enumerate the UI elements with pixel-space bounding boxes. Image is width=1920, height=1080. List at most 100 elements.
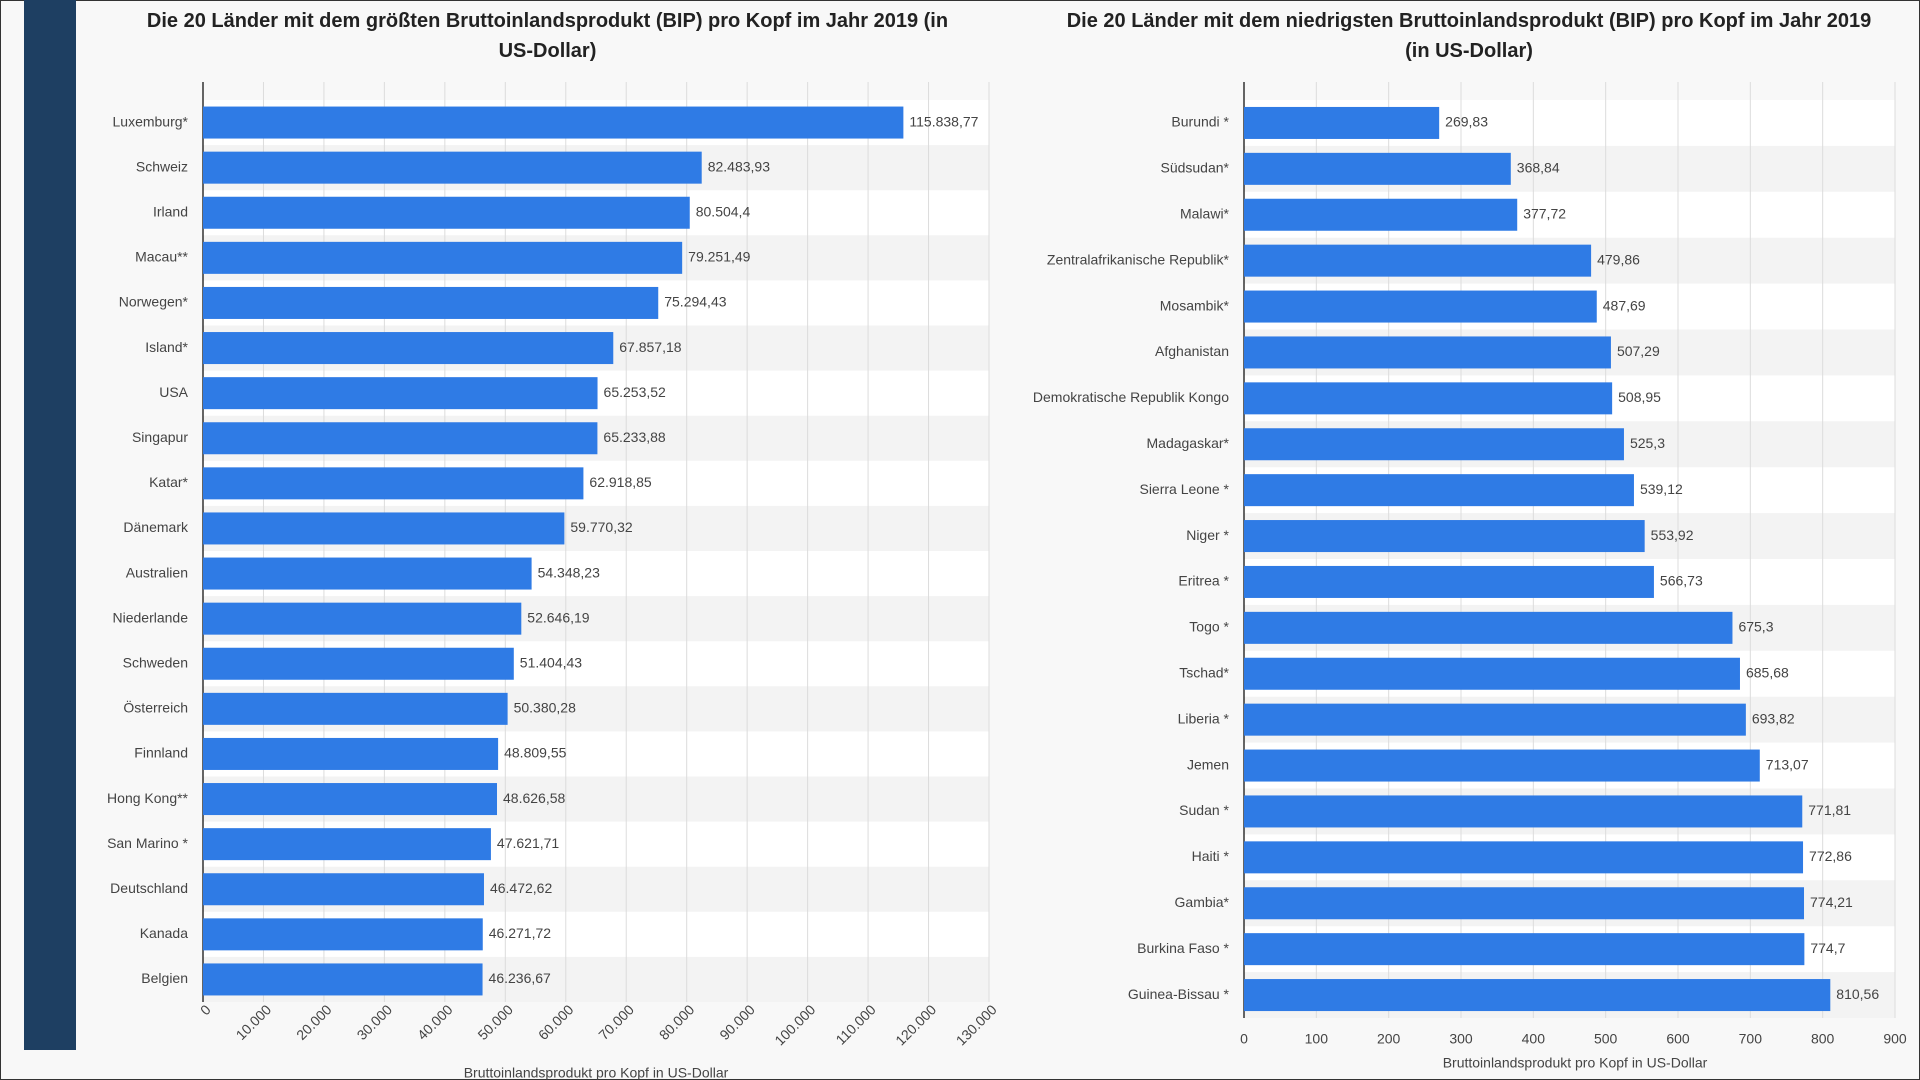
x-tick-label: 70.000 [595,1001,637,1043]
value-label: 553,92 [1651,527,1694,543]
side-stripe [24,0,76,1050]
bar [1244,749,1760,782]
y-tick-label: Finnland [134,745,188,761]
bar [1244,152,1511,185]
bar [203,647,514,680]
y-tick-label: Niger * [1186,527,1229,543]
x-tick-label: 60.000 [535,1001,577,1043]
x-tick-label: 700 [1739,1031,1763,1047]
bar [203,196,690,229]
value-label: 368,84 [1517,160,1560,176]
value-label: 46.271,72 [489,925,551,941]
value-label: 75.294,43 [664,294,726,310]
value-label: 46.236,67 [489,970,551,986]
x-tick-label: 500 [1594,1031,1618,1047]
bar [203,106,904,139]
value-label: 48.809,55 [504,745,566,761]
bar [203,286,659,319]
y-tick-label: Gambia* [1175,894,1230,910]
y-tick-label: Haiti * [1192,848,1230,864]
x-tick-label: 0 [1240,1031,1248,1047]
y-tick-label: Demokratische Republik Kongo [1033,389,1229,405]
y-tick-label: Belgien [141,970,188,986]
bar [1244,703,1746,736]
bar [1244,428,1624,461]
y-tick-label: Mosambik* [1160,297,1230,313]
y-tick-label: Niederlande [113,609,189,625]
bar [1244,611,1733,644]
y-tick-label: Norwegen* [119,294,189,310]
bar [1244,565,1654,598]
x-tick-label: 600 [1666,1031,1690,1047]
y-tick-label: Singapur [132,429,188,445]
x-tick-label: 130.000 [953,1001,1000,1048]
value-label: 80.504,4 [696,203,751,219]
y-tick-label: Luxemburg* [113,113,189,129]
y-tick-label: Deutschland [110,880,188,896]
value-label: 51.404,43 [520,654,582,670]
y-tick-label: Tschad* [1179,664,1229,680]
y-tick-label: Afghanistan [1155,343,1229,359]
value-label: 774,21 [1810,894,1853,910]
value-label: 377,72 [1523,205,1566,221]
x-tick-label: 50.000 [474,1001,516,1043]
value-label: 115.838,77 [909,113,978,129]
y-tick-label: Sudan * [1179,802,1229,818]
x-tick-label: 40.000 [414,1001,456,1043]
bar [1244,290,1597,323]
value-label: 67.857,18 [619,339,681,355]
bar [1244,244,1592,277]
y-tick-label: Katar* [149,474,188,490]
bar [203,422,598,455]
x-tick-label: 300 [1449,1031,1473,1047]
y-tick-label: Hong Kong** [107,790,189,806]
bar [1244,979,1831,1012]
y-tick-label: Kanada [140,925,188,941]
value-label: 269,83 [1445,114,1488,130]
bar [203,557,532,590]
value-label: 48.626,58 [503,790,565,806]
value-label: 772,86 [1809,848,1852,864]
value-label: 508,95 [1618,389,1661,405]
x-tick-label: 100.000 [771,1001,818,1048]
bar [203,332,614,365]
x-tick-label: 20.000 [293,1001,335,1043]
value-label: 539,12 [1640,481,1683,497]
x-tick-label: 0 [197,1001,214,1018]
y-tick-label: San Marino * [107,835,188,851]
y-tick-label: Jemen [1187,756,1229,772]
y-tick-label: Burkina Faso * [1137,940,1229,956]
bar [1244,795,1803,828]
y-tick-label: Australien [126,564,188,580]
bar [1244,933,1805,966]
value-label: 54.348,23 [538,564,600,580]
bar [1244,887,1805,920]
bar [203,828,491,861]
bar [1244,106,1440,139]
value-label: 62.918,85 [589,474,651,490]
value-label: 774,7 [1810,940,1845,956]
x-tick-label: 80.000 [656,1001,698,1043]
bar [1244,474,1634,507]
chart-title: Die 20 Länder mit dem größten Bruttoinla… [146,10,949,62]
value-label: 487,69 [1603,297,1646,313]
value-label: 566,73 [1660,573,1703,589]
y-tick-label: Irland [153,203,188,219]
y-tick-label: Dänemark [123,519,189,535]
bar [203,692,508,725]
value-label: 525,3 [1630,435,1665,451]
value-label: 771,81 [1808,802,1851,818]
bar [203,512,565,545]
x-tick-label: 120.000 [892,1001,939,1048]
value-label: 47.621,71 [497,835,559,851]
value-label: 675,3 [1738,619,1773,635]
x-tick-label: 100 [1305,1031,1329,1047]
bar [203,602,522,635]
y-tick-label: Schweden [123,654,188,670]
bar [1244,382,1613,415]
y-tick-label: USA [159,384,188,400]
y-tick-label: Sierra Leone * [1139,481,1229,497]
y-tick-label: Guinea-Bissau * [1128,986,1230,1002]
x-axis-title: Bruttoinlandsprodukt pro Kopf in US-Doll… [464,1065,729,1080]
